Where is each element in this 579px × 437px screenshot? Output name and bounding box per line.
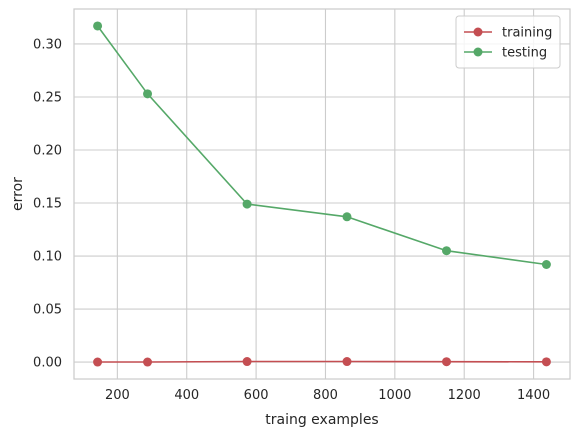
data-point-training — [442, 357, 452, 367]
data-point-testing — [143, 89, 153, 99]
y-tick-label: 0.05 — [33, 303, 62, 318]
x-axis-label: traing examples — [265, 412, 378, 428]
y-tick-label: 0.00 — [33, 356, 62, 371]
y-axis-label: error — [10, 177, 26, 211]
legend-label-testing: testing — [502, 46, 547, 61]
y-tick-label: 0.25 — [33, 90, 62, 105]
y-axis-ticks: 0.00 0.05 0.10 0.15 0.20 0.25 0.30 — [33, 37, 62, 370]
data-point-training — [93, 357, 103, 367]
x-tick-label: 400 — [174, 388, 199, 403]
plot-frame — [73, 8, 571, 380]
data-point-training — [541, 357, 551, 367]
data-point-testing — [93, 21, 103, 31]
legend-item-testing: testing — [464, 46, 547, 61]
x-tick-label: 800 — [313, 388, 338, 403]
data-point-testing — [541, 260, 551, 270]
data-point-testing — [442, 246, 452, 256]
data-point-testing — [342, 212, 352, 222]
x-tick-label: 600 — [244, 388, 269, 403]
series-line-testing — [96, 25, 547, 266]
y-tick-label: 0.20 — [33, 144, 62, 159]
legend: training testing — [455, 15, 561, 69]
y-tick-label: 0.10 — [33, 250, 62, 265]
series-group — [93, 21, 551, 367]
x-axis-ticks: 200 400 600 800 1000 1200 1400 — [105, 388, 550, 403]
x-tick-label: 1400 — [517, 388, 550, 403]
legend-label-training: training — [502, 26, 552, 41]
data-point-training — [342, 357, 352, 367]
x-tick-label: 200 — [105, 388, 130, 403]
data-point-testing — [242, 199, 252, 209]
y-tick-label: 0.15 — [33, 197, 62, 212]
y-tick-label: 0.30 — [33, 37, 62, 52]
legend-box — [455, 15, 561, 69]
x-tick-label: 1000 — [378, 388, 411, 403]
legend-marker-training — [473, 27, 483, 37]
series-line-training — [97, 360, 547, 363]
data-point-training — [242, 357, 252, 367]
legend-marker-testing — [473, 47, 483, 57]
x-tick-label: 1200 — [448, 388, 481, 403]
data-point-training — [143, 357, 153, 367]
legend-item-training: training — [464, 26, 552, 41]
